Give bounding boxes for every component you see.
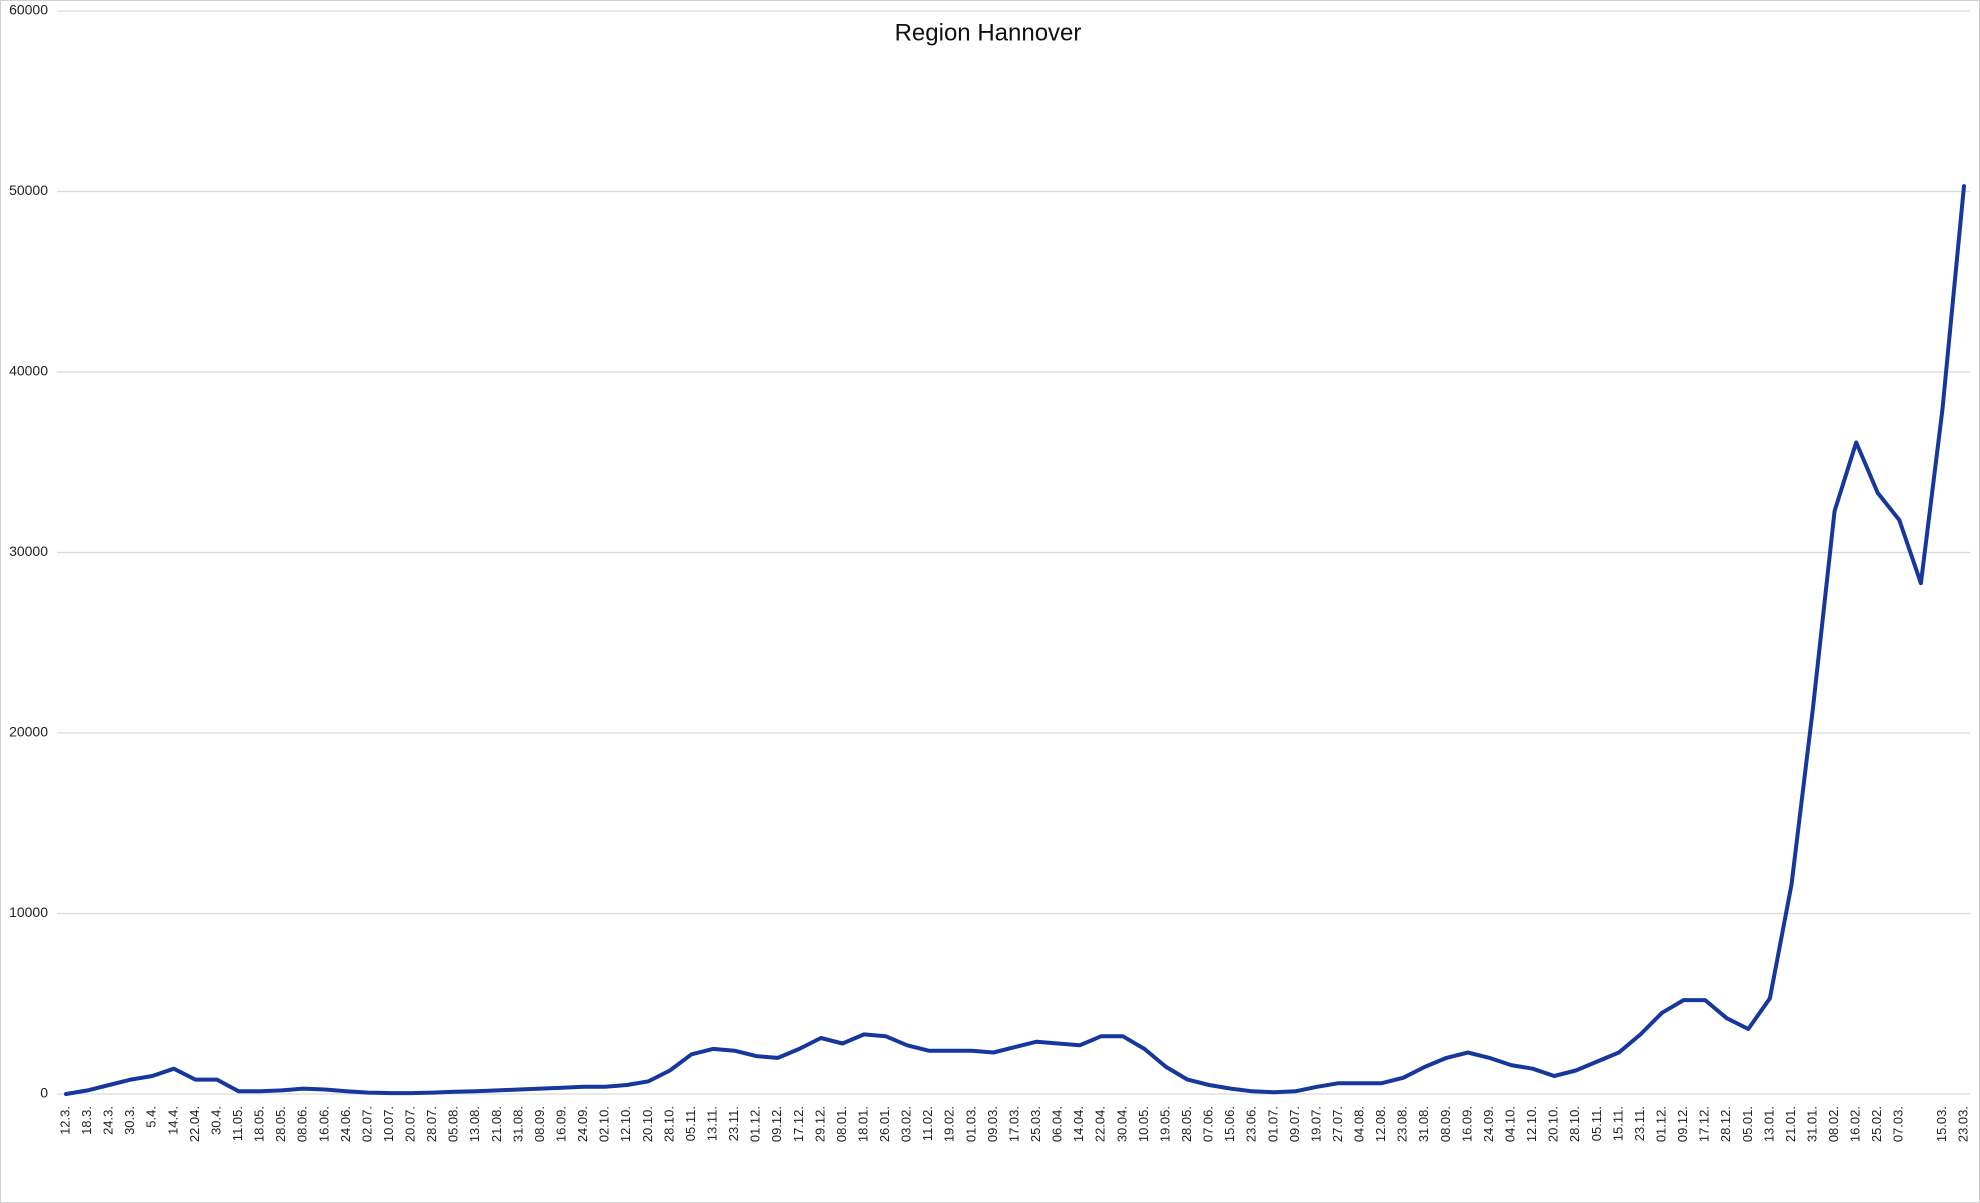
x-tick-label: 22.04. <box>187 1106 202 1142</box>
x-tick-label: 28.10. <box>1567 1106 1582 1142</box>
x-tick-label: 28.07. <box>424 1106 439 1142</box>
x-tick-label: 08.06. <box>295 1106 310 1142</box>
x-tick-label: 28.05. <box>273 1106 288 1142</box>
x-tick-label: 16.06. <box>316 1106 331 1142</box>
data-line <box>64 184 1966 1096</box>
x-tick-label: 09.03. <box>985 1106 1000 1142</box>
x-tick-label: 12.08. <box>1373 1106 1388 1142</box>
x-tick-label: 30.3. <box>122 1106 137 1135</box>
x-tick-label: 09.12. <box>769 1106 784 1142</box>
x-tick-label: 21.08. <box>489 1106 504 1142</box>
x-tick-label: 04.10. <box>1503 1106 1518 1142</box>
x-tick-label: 19.02. <box>942 1106 957 1142</box>
x-tick-label: 08.01. <box>834 1106 849 1142</box>
x-tick-label: 15.11. <box>1610 1106 1625 1141</box>
x-tick-label: 30.4. <box>208 1106 223 1135</box>
x-tick-label: 24.09. <box>575 1106 590 1142</box>
x-tick-label: 14.04. <box>1071 1106 1086 1142</box>
x-tick-label: 12.3. <box>57 1106 72 1135</box>
x-tick-label: 16.09. <box>1459 1106 1474 1142</box>
x-tick-label: 15.03. <box>1934 1106 1949 1142</box>
x-tick-label: 20.10. <box>1546 1106 1561 1142</box>
x-tick-label: 23.08. <box>1395 1106 1410 1142</box>
x-tick-label: 29.12. <box>812 1106 827 1142</box>
x-tick-label: 05.11. <box>683 1106 698 1141</box>
x-tick-label: 24.09. <box>1481 1106 1496 1142</box>
x-tick-label: 23.03. <box>1955 1106 1970 1142</box>
x-tick-label: 5.4. <box>144 1106 159 1128</box>
x-tick-label: 09.12. <box>1675 1106 1690 1142</box>
y-tick-label: 20000 <box>9 724 48 740</box>
x-tick-label: 23.06. <box>1244 1106 1259 1142</box>
x-tick-label: 18.05. <box>252 1106 267 1142</box>
x-tick-label: 16.02. <box>1848 1106 1863 1142</box>
x-tick-label: 10.07. <box>381 1106 396 1142</box>
x-tick-label: 11.05. <box>230 1106 245 1141</box>
x-tick-label: 26.01. <box>877 1106 892 1142</box>
x-tick-label: 01.07. <box>1265 1106 1280 1142</box>
x-tick-label: 24.3. <box>101 1106 116 1135</box>
x-tick-label: 12.10. <box>1524 1106 1539 1142</box>
x-tick-label: 05.11. <box>1589 1106 1604 1141</box>
x-tick-label: 25.02. <box>1869 1106 1884 1142</box>
x-tick-label: 19.07. <box>1308 1106 1323 1142</box>
x-tick-label: 17.12. <box>1697 1106 1712 1142</box>
x-tick-label: 06.04. <box>1050 1106 1065 1142</box>
x-tick-label: 23.11. <box>1632 1106 1647 1141</box>
x-tick-label: 18.3. <box>79 1106 94 1135</box>
x-tick-label: 19.05. <box>1157 1106 1172 1142</box>
x-tick-label: 18.01. <box>855 1106 870 1142</box>
y-tick-label: 60000 <box>9 2 48 18</box>
x-tick-label: 17.12. <box>791 1106 806 1142</box>
x-tick-label: 25.03. <box>1028 1106 1043 1142</box>
x-tick-label: 09.07. <box>1287 1106 1302 1142</box>
x-tick-label: 01.12. <box>748 1106 763 1142</box>
x-tick-label: 02.07. <box>359 1106 374 1142</box>
x-tick-label: 30.04. <box>1114 1106 1129 1142</box>
x-tick-label: 20.07. <box>403 1106 418 1142</box>
x-tick-label: 23.11. <box>726 1106 741 1141</box>
x-tick-label: 11.02. <box>920 1106 935 1141</box>
x-tick-label: 22.04. <box>1093 1106 1108 1142</box>
y-tick-label: 0 <box>40 1085 48 1101</box>
x-tick-label: 28.10. <box>661 1106 676 1142</box>
x-tick-label: 31.08. <box>1416 1106 1431 1142</box>
x-tick-label: 02.10. <box>597 1106 612 1142</box>
x-tick-label: 20.10. <box>640 1106 655 1142</box>
x-tick-label: 24.06. <box>338 1106 353 1142</box>
x-tick-label: 05.08. <box>446 1106 461 1142</box>
x-tick-label: 01.03. <box>963 1106 978 1142</box>
x-tick-label: 10.05. <box>1136 1106 1151 1142</box>
x-tick-label: 07.03. <box>1891 1106 1906 1142</box>
x-tick-label: 17.03. <box>1006 1106 1021 1142</box>
x-tick-label: 13.08. <box>467 1106 482 1142</box>
x-tick-label: 27.07. <box>1330 1106 1345 1142</box>
y-tick-label: 40000 <box>9 363 48 379</box>
x-tick-label: 31.08. <box>510 1106 525 1142</box>
x-tick-label: 07.06. <box>1201 1106 1216 1142</box>
x-tick-label: 12.10. <box>618 1106 633 1142</box>
x-tick-label: 04.08. <box>1352 1106 1367 1142</box>
x-tick-label: 16.09. <box>554 1106 569 1142</box>
x-tick-label: 13.01. <box>1761 1106 1776 1142</box>
x-tick-label: 13.11. <box>704 1106 719 1141</box>
x-tick-label: 14.4. <box>165 1106 180 1135</box>
x-tick-label: 21.01. <box>1783 1106 1798 1142</box>
x-tick-label: 28.12. <box>1718 1106 1733 1142</box>
x-tick-label: 08.09. <box>1438 1106 1453 1142</box>
chart-title: Region Hannover <box>895 19 1082 46</box>
y-tick-label: 10000 <box>9 904 48 920</box>
x-tick-label: 01.12. <box>1653 1106 1668 1142</box>
x-tick-label: 08.02. <box>1826 1106 1841 1142</box>
x-tick-label: 31.01. <box>1804 1106 1819 1142</box>
x-tick-label: 28.05. <box>1179 1106 1194 1142</box>
y-tick-label: 30000 <box>9 543 48 559</box>
x-tick-label: 08.09. <box>532 1106 547 1142</box>
y-tick-label: 50000 <box>9 182 48 198</box>
x-tick-label: 03.02. <box>899 1106 914 1142</box>
x-tick-label: 15.06. <box>1222 1106 1237 1142</box>
x-tick-label: 05.01. <box>1740 1106 1755 1142</box>
